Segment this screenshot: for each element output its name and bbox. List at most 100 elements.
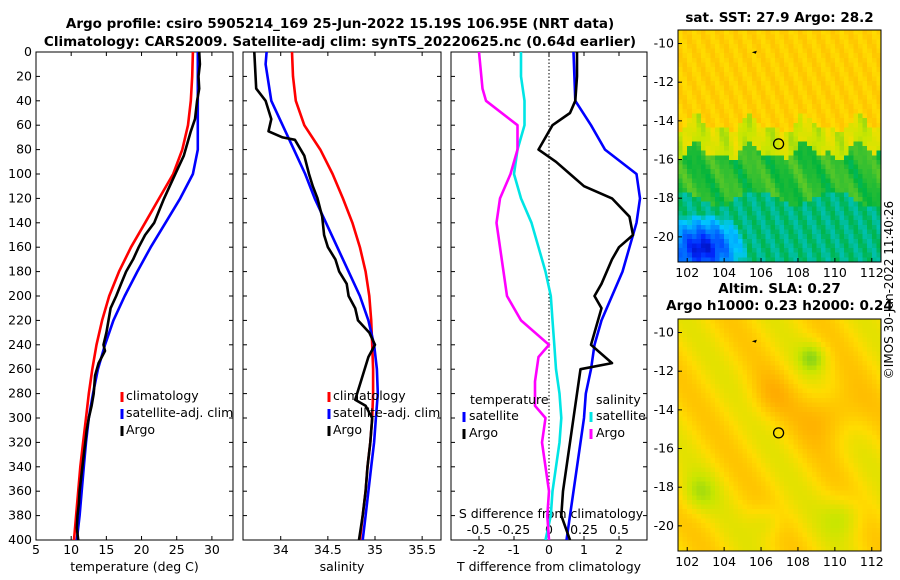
x-tick-label: 5 (32, 542, 40, 557)
x-tick-label: 2 (615, 542, 623, 557)
map-x-tick-label: 110 (823, 265, 847, 280)
map-sst: sat. SST: 27.9 Argo: 28.2 102 104 106 108 110… (654, 10, 884, 280)
legend-label: Argo (126, 422, 155, 437)
series-climatology (72, 52, 195, 540)
panel-salinity: 34 34.5 35 35.5 salinity climatology satellite… (242, 51, 442, 574)
map-x-tick-label: 104 (712, 265, 736, 280)
x-tick-label: -1 (508, 542, 520, 557)
y-tick-label: 240 (8, 337, 32, 352)
legend-label: Argo (333, 422, 362, 437)
series-satellite-adj-clim (264, 52, 380, 540)
panel-frame (35, 51, 234, 541)
x-tick-label: 0 (545, 542, 553, 557)
christmas-island-icon (751, 339, 757, 343)
legend-label: satellite (469, 408, 519, 423)
map-x-tick-label: 102 (675, 265, 699, 280)
map-title: Argo h1000: 0.23 h2000: 0.24 (666, 298, 893, 314)
legend-label: climatology (126, 388, 199, 403)
y-tick-label: 340 (8, 459, 32, 474)
y-tick-label: 360 (8, 483, 32, 498)
map-y-tick-label: -10 (654, 325, 674, 340)
legend-label: climatology (333, 388, 406, 403)
y-tick-label: 60 (16, 117, 32, 132)
top-tick-label: -0.5 (467, 522, 491, 537)
map-y-tick-label: -12 (654, 363, 674, 378)
map-y-tick-label: -20 (654, 518, 674, 533)
map-x-tick-label: 102 (675, 554, 699, 569)
title-line-2: Climatology: CARS2009. Satellite-adj cli… (44, 34, 636, 50)
map-y-tick-label: -16 (654, 441, 674, 456)
y-tick-label: 100 (8, 166, 32, 181)
map-y-tick-label: -20 (654, 229, 674, 244)
x-tick-label: 34.5 (314, 542, 342, 557)
float-position-marker (772, 427, 785, 439)
x-tick-label: 20 (134, 542, 150, 557)
y-tick-label: 20 (16, 68, 32, 83)
map-field (678, 30, 882, 263)
map-x-tick-label: 112 (860, 554, 884, 569)
map-y-tick-label: -10 (654, 36, 674, 51)
x-axis-label: temperature (deg C) (70, 559, 199, 574)
y-tick-label: 280 (8, 386, 32, 401)
top-tick-label: -0.25 (498, 522, 530, 537)
x-tick-label: 15 (98, 542, 114, 557)
y-tick-label: 120 (8, 190, 32, 205)
panel-temperature: 0 20 40 60 80 100 120 140 160 180 200 220 240 260 280 3… (8, 44, 234, 574)
y-tick-label: 200 (8, 288, 32, 303)
y-tick-label: 220 (8, 312, 32, 327)
x-tick-label: -2 (473, 542, 485, 557)
panel-frame (450, 51, 648, 541)
y-tick-label: 180 (8, 264, 32, 279)
x-tick-label: 35 (367, 542, 383, 557)
x-tick-label: 30 (204, 542, 220, 557)
map-y-tick-label: -16 (654, 152, 674, 167)
map-x-tick-label: 106 (749, 554, 773, 569)
map-y-tick-label: -18 (654, 479, 674, 494)
legend-label: satellite (596, 408, 646, 423)
x-axis-label: salinity (320, 559, 365, 574)
map-panels: sat. SST: 27.9 Argo: 28.2 102 104 106 108 110… (654, 10, 893, 569)
series-t-satellite (565, 52, 642, 540)
legend-label: Argo (469, 425, 498, 440)
x-tick-label: 35.5 (408, 542, 436, 557)
series-s-argo (477, 52, 551, 540)
y-tick-label: 400 (8, 532, 32, 547)
series-s-satellite (512, 52, 563, 540)
map-x-tick-label: 108 (786, 265, 810, 280)
legend-title-temperature: temperature (470, 392, 549, 407)
series-argo (253, 52, 377, 540)
map-y-tick-label: -14 (654, 402, 674, 417)
y-tick-label: 140 (8, 215, 32, 230)
credit-text: ©IMOS 30-Jun-2022 11:40:26 (882, 201, 896, 379)
map-y-tick-label: -18 (654, 190, 674, 205)
panel-frame (242, 51, 442, 541)
map-x-tick-label: 106 (749, 265, 773, 280)
float-position-marker (772, 138, 785, 150)
y-tick-label: 260 (8, 361, 32, 376)
map-title: Altim. SLA: 0.27 (718, 281, 840, 297)
x-tick-label: 25 (169, 542, 185, 557)
map-y-tick-label: -14 (654, 113, 674, 128)
map-x-tick-label: 104 (712, 554, 736, 569)
map-y-tick-label: -12 (654, 74, 674, 89)
map-x-tick-label: 112 (860, 265, 884, 280)
x-tick-label: 34 (273, 542, 289, 557)
y-tick-label: 300 (8, 410, 32, 425)
y-tick-label: 320 (8, 434, 32, 449)
y-tick-label: 160 (8, 239, 32, 254)
map-title: sat. SST: 27.9 Argo: 28.2 (685, 10, 873, 26)
christmas-island-icon (751, 50, 757, 54)
legend-title-salinity: salinity (596, 392, 641, 407)
x-axis-label: T difference from climatology (456, 559, 642, 574)
map-x-tick-label: 110 (823, 554, 847, 569)
y-tick-label: 80 (16, 142, 32, 157)
series-t-argo (537, 52, 635, 540)
legend-label: Argo (596, 425, 625, 440)
profile-panels: 0204060801001201401601802002202402602803… (8, 44, 648, 574)
x-tick-label: 1 (580, 542, 588, 557)
y-tick-label: 40 (16, 93, 32, 108)
y-tick-label: 380 (8, 508, 32, 523)
